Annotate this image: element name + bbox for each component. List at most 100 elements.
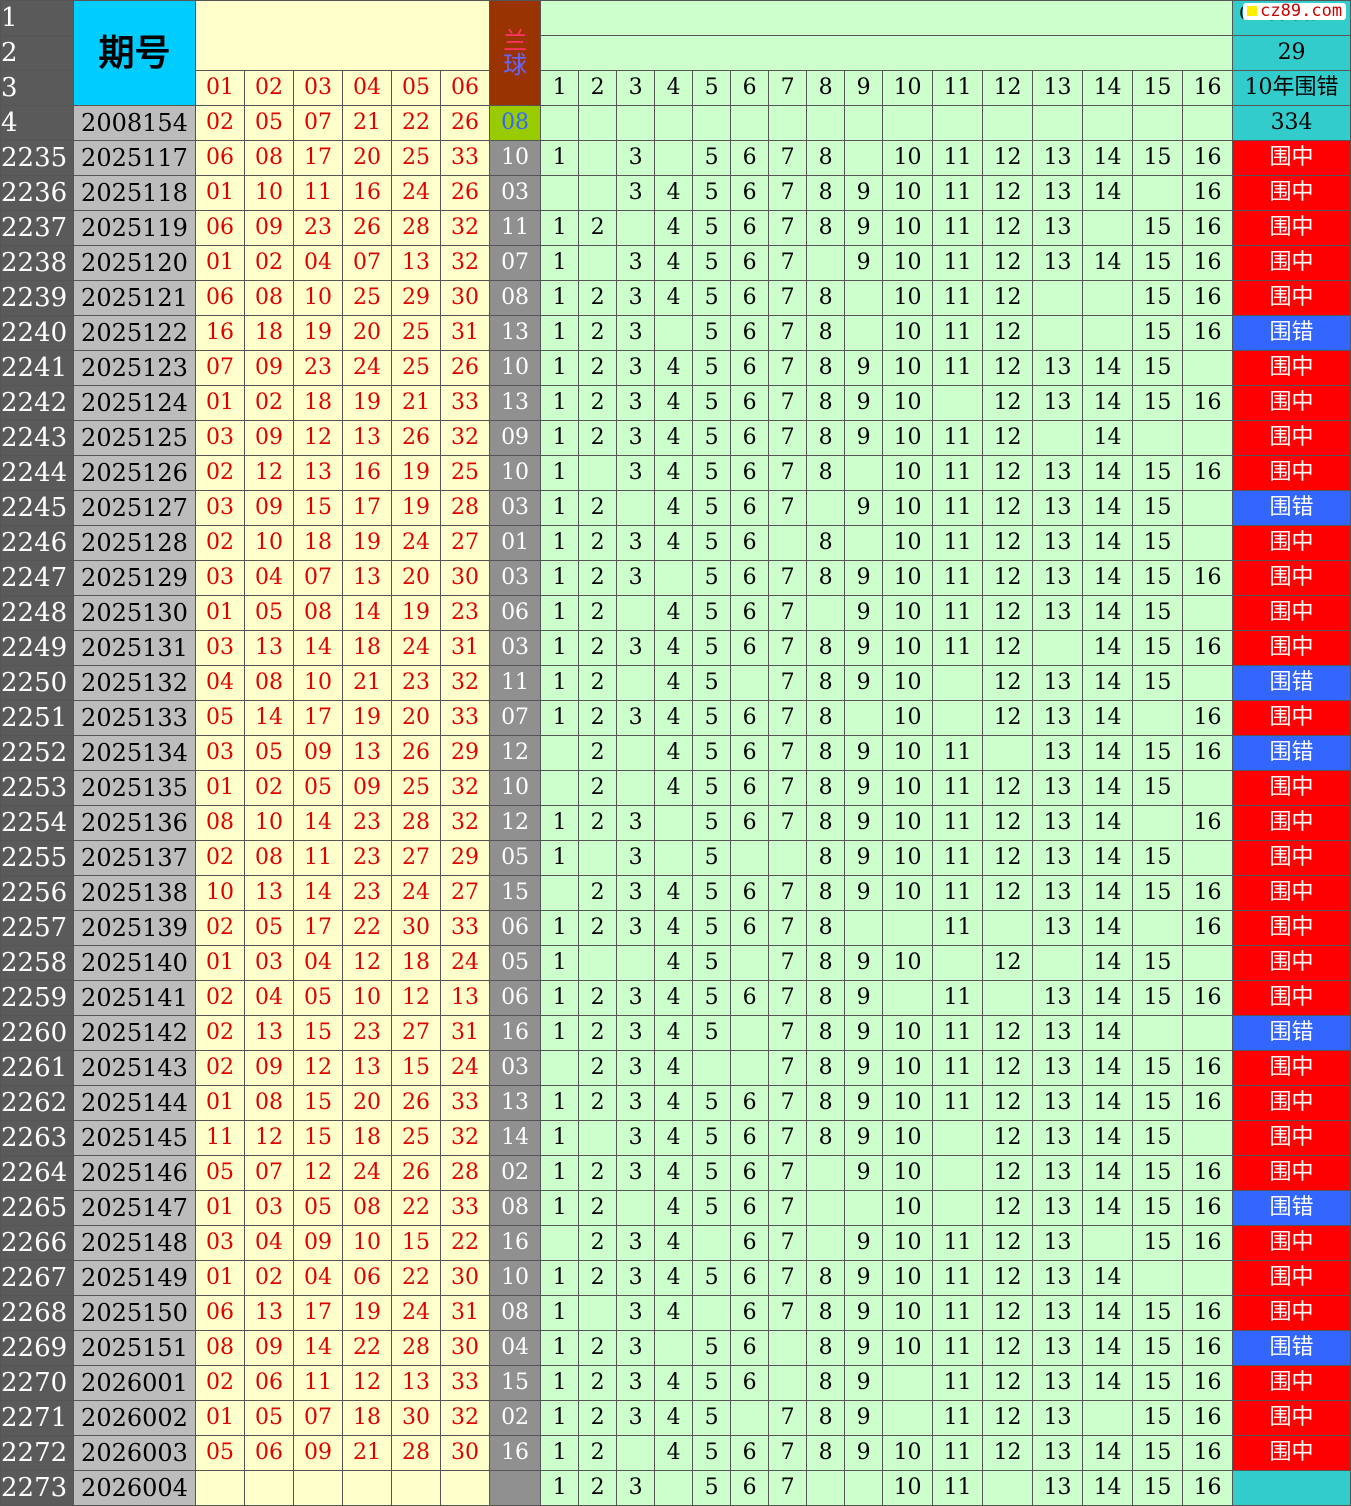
grid-cell[interactable]: 3 [616, 875, 656, 911]
grid-cell[interactable]: 14 [1082, 420, 1134, 456]
result-cell[interactable]: 围中 [1232, 1365, 1351, 1401]
red-ball-cell[interactable]: 05 [244, 910, 294, 946]
grid-cell[interactable] [616, 770, 656, 806]
red-ball-cell[interactable]: 04 [293, 1260, 343, 1296]
grid-cell[interactable] [654, 315, 694, 351]
result-cell[interactable]: 围中 [1232, 630, 1351, 666]
red-column-header[interactable]: 01 [195, 70, 245, 106]
grid-column-header[interactable]: 3 [616, 70, 656, 106]
grid-cell[interactable]: 5 [692, 770, 732, 806]
red-ball-cell[interactable]: 11 [293, 1365, 343, 1401]
red-ball-cell[interactable]: 10 [342, 1225, 392, 1261]
red-ball-cell[interactable]: 04 [195, 665, 245, 701]
row-number[interactable]: 2240 [0, 315, 74, 351]
grid-cell[interactable]: 14 [1082, 245, 1134, 281]
issue-cell[interactable]: 2025151 [73, 1330, 196, 1366]
grid-cell[interactable]: 5 [692, 350, 732, 386]
grid-cell[interactable]: 11 [932, 630, 984, 666]
grid-cell[interactable]: 12 [982, 770, 1034, 806]
grid-cell[interactable] [844, 140, 884, 176]
row-number[interactable]: 2258 [0, 945, 74, 981]
grid-cell[interactable] [1082, 1400, 1134, 1436]
grid-cell[interactable]: 11 [932, 1015, 984, 1051]
red-ball-cell[interactable]: 23 [342, 805, 392, 841]
grid-cell[interactable]: 2 [578, 1400, 618, 1436]
grid-cell[interactable]: 10 [882, 1015, 934, 1051]
grid-cell[interactable]: 8 [806, 630, 846, 666]
red-ball-cell[interactable]: 09 [244, 490, 294, 526]
grid-cell[interactable] [882, 1365, 934, 1401]
grid-cell[interactable] [654, 1470, 694, 1506]
grid-cell[interactable]: 11 [932, 1470, 984, 1506]
red-ball-cell[interactable]: 32 [439, 420, 491, 456]
grid-cell[interactable]: 13 [1032, 840, 1084, 876]
grid-cell[interactable]: 8 [806, 910, 846, 946]
grid-cell[interactable]: 12 [982, 945, 1034, 981]
row-number[interactable]: 2250 [0, 665, 74, 701]
grid-cell[interactable]: 9 [844, 665, 884, 701]
grid-cell[interactable]: 13 [1032, 1260, 1084, 1296]
red-ball-cell[interactable]: 10 [342, 980, 392, 1016]
red-ball-cell[interactable]: 11 [293, 840, 343, 876]
row-number[interactable]: 2272 [0, 1435, 74, 1471]
grid-cell[interactable]: 10 [882, 1085, 934, 1121]
red-ball-cell[interactable]: 09 [244, 420, 294, 456]
red-ball-cell[interactable]: 13 [244, 1015, 294, 1051]
grid-cell[interactable]: 11 [932, 210, 984, 246]
grid-cell[interactable]: 13 [1032, 1330, 1084, 1366]
red-ball-cell[interactable]: 25 [391, 140, 441, 176]
grid-cell[interactable] [932, 945, 984, 981]
red-ball-cell[interactable]: 15 [391, 1225, 441, 1261]
grid-cell[interactable] [1132, 1260, 1184, 1296]
grid-cell[interactable]: 13 [1032, 1050, 1084, 1086]
grid-cell[interactable]: 11 [932, 805, 984, 841]
grid-cell[interactable]: 12 [982, 630, 1034, 666]
grid-cell[interactable]: 13 [1032, 595, 1084, 631]
grid-cell[interactable]: 3 [616, 1085, 656, 1121]
grid-cell[interactable]: 13 [1032, 175, 1084, 211]
red-ball-cell[interactable]: 19 [391, 490, 441, 526]
grid-cell[interactable] [1082, 1225, 1134, 1261]
red-ball-cell[interactable]: 06 [195, 280, 245, 316]
grid-cell[interactable]: 2 [578, 1365, 618, 1401]
grid-cell[interactable]: 12 [982, 140, 1034, 176]
grid-cell[interactable] [616, 665, 656, 701]
grid-cell[interactable]: 10 [882, 175, 934, 211]
red-ball-cell[interactable]: 02 [244, 385, 294, 421]
red-ball-cell[interactable]: 23 [391, 665, 441, 701]
grid-cell[interactable]: 15 [1132, 210, 1184, 246]
grid-cell[interactable]: 8 [806, 700, 846, 736]
grid-cell[interactable]: 16 [1182, 1050, 1234, 1086]
grid-cell[interactable]: 9 [844, 875, 884, 911]
grid-cell[interactable]: 16 [1182, 1155, 1234, 1191]
grid-cell[interactable]: 12 [982, 1295, 1034, 1331]
grid-column-header[interactable]: 4 [654, 70, 694, 106]
row-number[interactable]: 2260 [0, 1015, 74, 1051]
red-ball-cell[interactable]: 31 [439, 630, 491, 666]
grid-cell[interactable]: 9 [844, 1225, 884, 1261]
grid-cell[interactable]: 2 [578, 805, 618, 841]
red-ball-cell[interactable]: 13 [244, 1295, 294, 1331]
grid-cell[interactable] [844, 525, 884, 561]
grid-cell[interactable]: 3 [616, 560, 656, 596]
red-ball-cell[interactable]: 33 [439, 1365, 491, 1401]
grid-cell[interactable]: 4 [654, 1155, 694, 1191]
grid-cell[interactable]: 14 [1082, 385, 1134, 421]
grid-cell[interactable]: 2 [578, 595, 618, 631]
row-number[interactable]: 2249 [0, 630, 74, 666]
grid-cell[interactable]: 11 [932, 875, 984, 911]
red-ball-cell[interactable]: 04 [244, 560, 294, 596]
red-ball-cell[interactable]: 07 [293, 105, 343, 141]
blue-ball-cell[interactable]: 03 [489, 630, 542, 666]
grid-cell[interactable] [1182, 1015, 1234, 1051]
grid-cell[interactable]: 16 [1182, 1435, 1234, 1471]
result-cell[interactable]: 围中 [1232, 245, 1351, 281]
grid-cell[interactable]: 3 [616, 980, 656, 1016]
grid-cell[interactable]: 15 [1132, 140, 1184, 176]
grid-cell[interactable]: 8 [806, 1435, 846, 1471]
red-ball-cell[interactable]: 13 [439, 980, 491, 1016]
grid-cell[interactable]: 3 [616, 385, 656, 421]
red-ball-cell[interactable]: 03 [195, 560, 245, 596]
grid-cell[interactable]: 13 [1032, 490, 1084, 526]
red-ball-cell[interactable]: 06 [342, 1260, 392, 1296]
